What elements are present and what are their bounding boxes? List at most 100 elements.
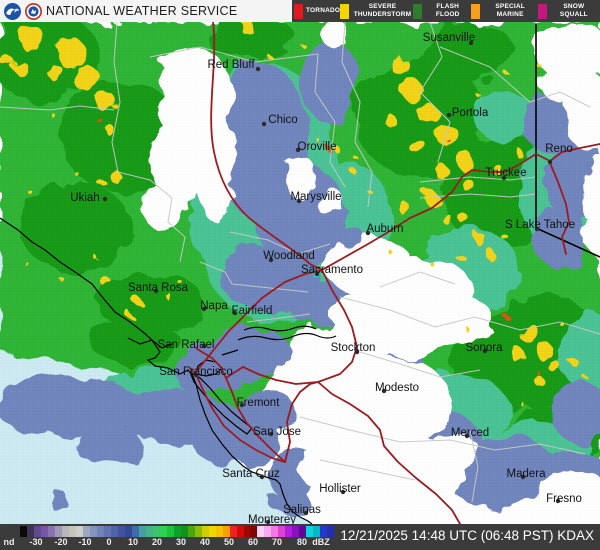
- city-dot-auburn: [365, 230, 371, 236]
- colorbar-segment-35: [264, 526, 272, 537]
- city-dot-fremont: [239, 402, 245, 408]
- city-label-woodland: Woodland: [263, 250, 315, 262]
- colorbar-segment-37: [278, 526, 286, 537]
- top-header: NATIONAL WEATHER SERVICE TORNADO SEVERE T…: [0, 0, 600, 22]
- city-marysville: Marysville: [290, 191, 342, 204]
- city-label-fairfield: Fairfield: [232, 305, 273, 317]
- city-dot-san-jose: [268, 431, 274, 437]
- city-label-san-francisco: San Francisco: [159, 366, 233, 378]
- city-dot-modesto: [381, 388, 387, 394]
- city-santa-cruz: Santa Cruz: [222, 468, 280, 480]
- colorbar-segment-9: [82, 526, 90, 537]
- branding-bar: NATIONAL WEATHER SERVICE: [0, 0, 292, 22]
- warning-item-snow-squall[interactable]: SNOW SQUALL: [537, 0, 598, 22]
- city-label-merced: Merced: [451, 427, 489, 439]
- radar-bin-texture: [0, 22, 600, 524]
- colorbar-segment-23: [180, 526, 188, 537]
- colorbar-segment-11: [96, 526, 104, 537]
- city-label-monterey: Monterey: [248, 514, 296, 524]
- colorbar-segment-7: [68, 526, 76, 537]
- colorbar-segment-14: [117, 526, 125, 537]
- colorbar-tick-30: 30: [175, 537, 187, 547]
- city-truckee: Truckee: [485, 167, 527, 181]
- colorbar-segment-31: [236, 526, 244, 537]
- city-dot-truckee: [501, 175, 507, 181]
- colorbar-tick--30: -30: [29, 537, 43, 547]
- city-dot-ukiah: [102, 196, 108, 202]
- colorbar-segment-6: [61, 526, 69, 537]
- city-fremont: Fremont: [237, 397, 281, 409]
- colorbar-segment-17: [138, 526, 146, 537]
- warning-item-special-marine[interactable]: SPECIAL MARINE: [470, 0, 538, 22]
- city-fresno: Fresno: [546, 493, 582, 505]
- warning-item-tornado[interactable]: TORNADO: [294, 0, 340, 22]
- colorbar-segment-30: [229, 526, 237, 537]
- city-chico: Chico: [261, 114, 298, 127]
- colorbar-segment-25: [194, 526, 202, 537]
- city-label-chico: Chico: [268, 114, 297, 126]
- city-portola: Portola: [446, 107, 489, 119]
- colorbar-segment-21: [166, 526, 174, 537]
- colorbar-segment-38: [285, 526, 293, 537]
- colorbar-segment-2: [33, 526, 41, 537]
- city-label-portola: Portola: [452, 107, 489, 119]
- colorbar-segment-8: [75, 526, 83, 537]
- highways: [189, 22, 600, 524]
- radar-map[interactable]: Susanville Red Bluff Reno Chico Portola Orovi…: [0, 22, 600, 524]
- colorbar-segment-10: [89, 526, 97, 537]
- colorbar-segment-1: [26, 526, 34, 537]
- city-dot-reno: [547, 159, 553, 165]
- city-s-lake-tahoe: S Lake Tahoe: [505, 219, 575, 232]
- colorbar-tick-10: 10: [127, 537, 139, 547]
- city-napa: Napa: [200, 300, 228, 312]
- city-label-napa: Napa: [200, 300, 228, 312]
- city-sacramento: Sacramento: [301, 264, 363, 277]
- city-label-modesto: Modesto: [375, 382, 419, 394]
- colorbar-segment-15: [124, 526, 132, 537]
- city-label-ukiah: Ukiah: [70, 192, 99, 204]
- city-red-bluff: Red Bluff: [207, 59, 261, 72]
- county-lines: [0, 22, 600, 503]
- city-dot-oroville: [295, 147, 301, 153]
- colorbar-tick-0: 0: [106, 537, 112, 547]
- city-label-sonora: Sonora: [465, 342, 503, 354]
- city-dot-santa-cruz: [259, 474, 265, 480]
- city-dot-fresno: [555, 498, 561, 504]
- city-label-san-jose: San Jose: [253, 426, 301, 438]
- city-dot-marysville: [296, 198, 302, 204]
- city-dot-monterey: [265, 519, 271, 524]
- colorbar-tick-50: 50: [223, 537, 235, 547]
- city-dot-red-bluff: [255, 66, 261, 72]
- colorbar-tick-80: 80: [296, 537, 308, 547]
- city-monterey: Monterey: [248, 514, 296, 524]
- city-woodland: Woodland: [263, 250, 315, 263]
- noaa-logo[interactable]: [4, 2, 21, 20]
- city-ukiah: Ukiah: [70, 192, 108, 204]
- city-auburn: Auburn: [365, 223, 404, 236]
- warning-item-severe-thunderstorm[interactable]: SEVERE THUNDERSTORM: [340, 0, 413, 22]
- city-label-sacramento: Sacramento: [301, 264, 363, 276]
- city-susanville: Susanville: [423, 32, 475, 46]
- colorbar-tick-dBZ: dBZ: [312, 537, 330, 547]
- colorbar-segment-20: [159, 526, 167, 537]
- colorbar-tick-70: 70: [271, 537, 283, 547]
- city-madera: Madera: [507, 468, 547, 480]
- city-modesto: Modesto: [375, 382, 419, 394]
- colorbar-segment-39: [292, 526, 300, 537]
- warning-legend: TORNADO SEVERE THUNDERSTORM FLASH FLOOD SPE…: [292, 0, 600, 22]
- city-dot-s-lake-tahoe: [534, 226, 540, 232]
- special-marine-color-swatch: [470, 3, 480, 19]
- colorbar-labels: nd -30 -20 -10 0 10 20 30 40 50 60 70 80 dBZ: [0, 537, 340, 549]
- nws-logo[interactable]: [25, 2, 42, 20]
- city-dot-madera: [520, 474, 526, 480]
- city-label-madera: Madera: [507, 468, 547, 480]
- city-dot-merced: [464, 433, 470, 439]
- city-label-hollister: Hollister: [319, 483, 361, 495]
- city-san-jose: San Jose: [253, 426, 301, 438]
- city-dot-sacramento: [314, 271, 320, 277]
- warning-item-flash-flood[interactable]: FLASH FLOOD: [412, 0, 471, 22]
- city-dot-chico: [261, 121, 267, 127]
- city-label-santa-cruz: Santa Cruz: [222, 468, 280, 480]
- colorbar-segment-28: [215, 526, 223, 537]
- colorbar-segment-16: [131, 526, 139, 537]
